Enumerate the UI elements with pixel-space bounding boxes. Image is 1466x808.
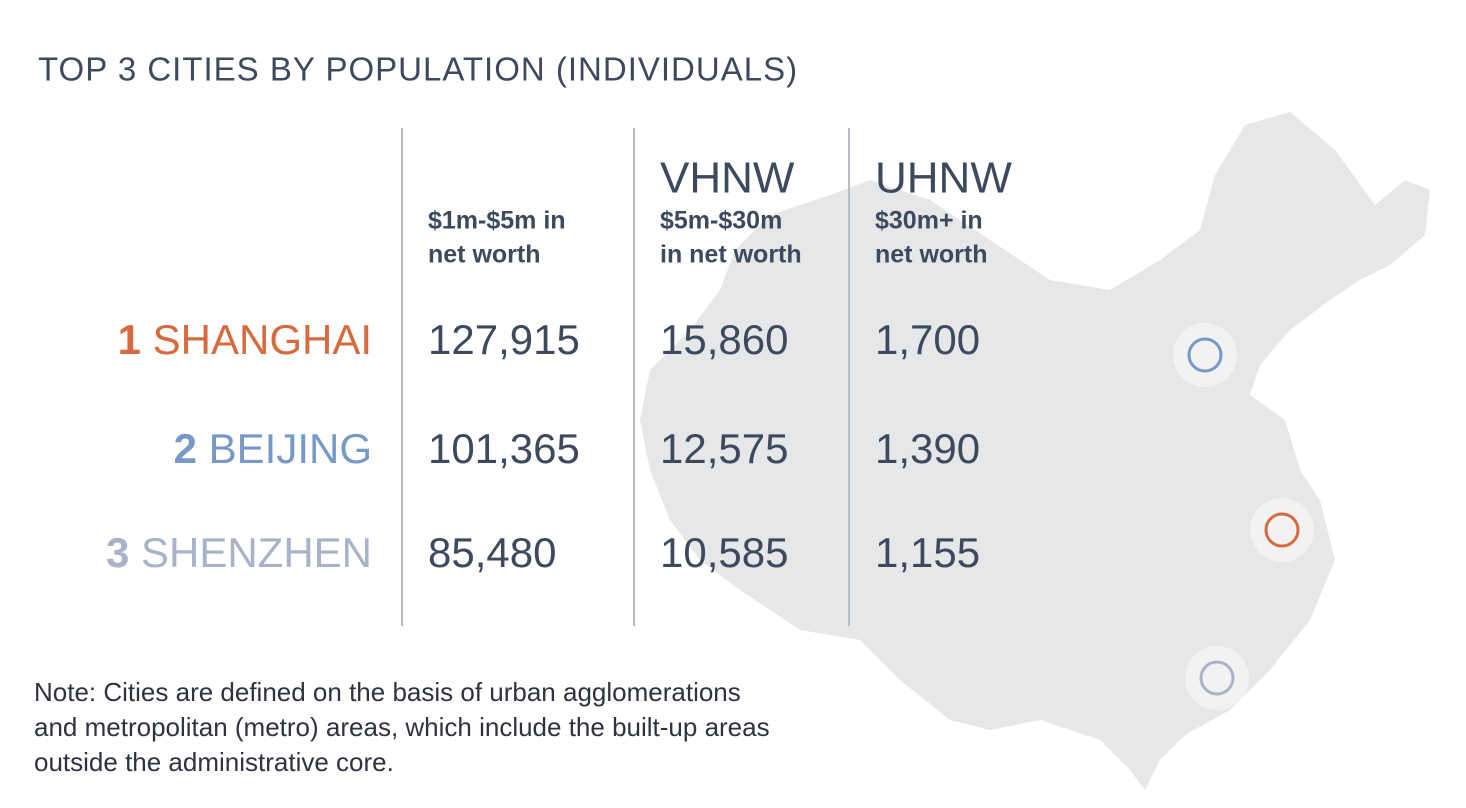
city-label: 2 BEIJING: [174, 425, 372, 472]
cell-value: 1,700: [875, 316, 980, 363]
city-name: SHENZHEN: [141, 529, 372, 576]
column-subtitle: in net worth: [660, 241, 802, 269]
column-subtitle: $5m-$30m: [660, 207, 782, 235]
city-marker-halo: [1173, 323, 1237, 387]
cell-value: 85,480: [428, 529, 556, 576]
city-name: BEIJING: [209, 425, 372, 472]
city-label: 3 SHENZHEN: [106, 529, 372, 576]
city-marker-halo: [1250, 498, 1314, 562]
city-label: 1 SHANGHAI: [118, 316, 372, 363]
cell-value: 127,915: [428, 316, 580, 363]
note-line: Note: Cities are defined on the basis of…: [34, 677, 741, 707]
cell-value: 10,585: [660, 529, 788, 576]
cell-value: 15,860: [660, 316, 788, 363]
city-marker: [1187, 337, 1223, 373]
column-subtitle: net worth: [875, 241, 988, 269]
column-subtitle: net worth: [428, 241, 541, 269]
note-line: outside the administrative core.: [34, 747, 394, 777]
china-map: [640, 112, 1430, 790]
column-label: VHNW: [660, 154, 795, 203]
title: TOP 3 CITIES BY POPULATION (INDIVIDUALS): [38, 51, 798, 88]
column-subtitle: $30m+ in: [875, 207, 983, 235]
city-name: SHANGHAI: [153, 316, 372, 363]
cell-value: 1,390: [875, 425, 980, 472]
cell-value: 101,365: [428, 425, 580, 472]
note-line: and metropolitan (metro) areas, which in…: [34, 712, 770, 742]
city-rank: 2: [174, 425, 197, 472]
city-marker: [1264, 512, 1300, 548]
cell-value: 12,575: [660, 425, 788, 472]
city-marker: [1199, 660, 1235, 696]
city-rank: 3: [106, 529, 129, 576]
column-label: UHNW: [875, 154, 1012, 203]
city-rank: 1: [118, 316, 141, 363]
column-subtitle: $1m-$5m in: [428, 207, 566, 235]
cell-value: 1,155: [875, 529, 980, 576]
city-marker-halo: [1185, 646, 1249, 710]
